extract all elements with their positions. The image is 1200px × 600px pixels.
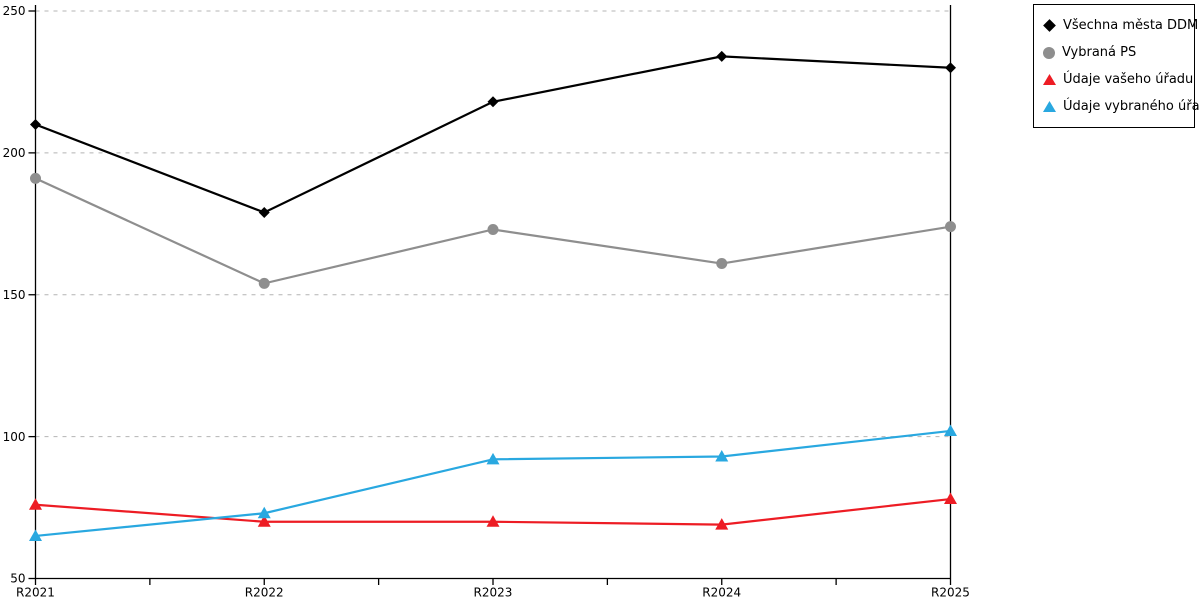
x-tick-label: R2022	[245, 586, 284, 600]
triangle-marker-icon	[1043, 74, 1056, 85]
data-point-marker	[944, 424, 957, 436]
data-point-marker	[257, 506, 271, 519]
data-point-marker	[258, 206, 270, 218]
data-point-marker	[486, 515, 500, 527]
y-tick-label: 100	[3, 430, 26, 444]
data-point-marker	[487, 223, 499, 235]
data-point-marker	[715, 449, 729, 462]
legend-label: Údaje vašeho úřadu	[1063, 72, 1194, 87]
legend-item: Údaje vybraného úřadu	[1043, 93, 1200, 120]
series-line	[35, 55, 951, 214]
y-tick-label: 150	[3, 288, 26, 302]
legend-label: Údaje vybraného úřadu	[1063, 99, 1200, 114]
legend-item: Vybraná PS	[1043, 39, 1188, 66]
x-tick-label: R2021	[16, 586, 55, 600]
legend-item: Všechna města DDM	[1043, 12, 1198, 39]
data-point-marker	[716, 258, 728, 270]
data-point-marker	[487, 96, 499, 108]
x-tick-label: R2025	[931, 586, 970, 600]
y-tick-label: 200	[3, 146, 26, 160]
diamond-marker-icon	[1043, 19, 1056, 32]
legend-label: Vybraná PS	[1062, 45, 1137, 60]
data-point-marker	[945, 62, 956, 74]
data-point-marker	[257, 515, 271, 527]
data-point-marker	[29, 498, 42, 510]
data-point-marker	[716, 50, 728, 62]
triangle-marker-icon	[1043, 101, 1056, 112]
data-point-marker	[486, 452, 500, 465]
circle-marker-icon	[1043, 46, 1055, 59]
data-point-marker	[29, 529, 42, 541]
data-point-marker	[944, 492, 957, 505]
x-tick-label: R2023	[474, 586, 513, 600]
data-point-marker	[258, 277, 270, 289]
x-tick-label: R2024	[702, 586, 741, 600]
legend-label: Všechna města DDM	[1063, 18, 1199, 33]
data-point-marker	[715, 518, 729, 530]
legend-item: Údaje vašeho úřadu	[1043, 66, 1193, 93]
y-tick-label: 50	[10, 572, 25, 586]
data-point-marker	[30, 119, 41, 130]
legend: Všechna města DDM Vybraná PS Údaje vašeh…	[1033, 4, 1200, 128]
y-tick-label: 250	[3, 4, 26, 18]
data-point-marker	[30, 172, 41, 184]
data-point-marker	[945, 221, 956, 233]
